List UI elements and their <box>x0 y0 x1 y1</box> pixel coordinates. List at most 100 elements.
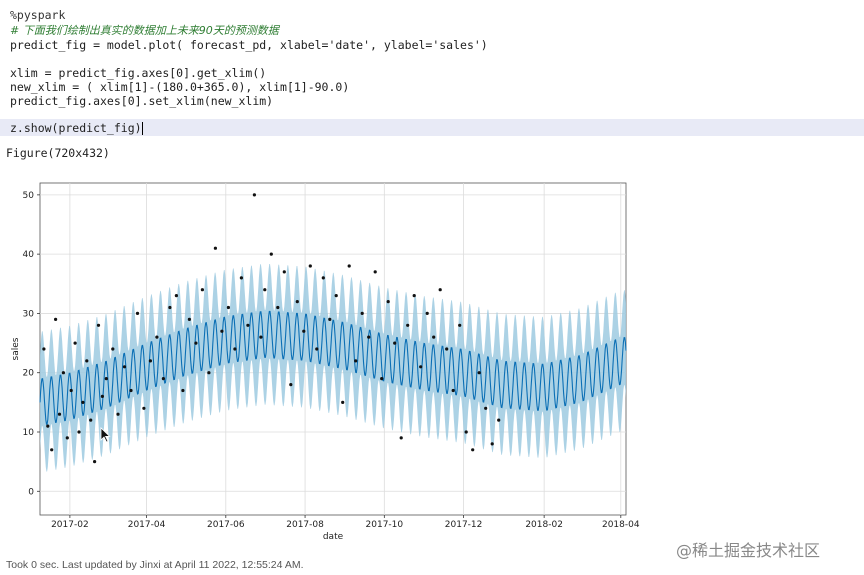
observed-point <box>263 288 267 292</box>
observed-point <box>213 246 217 250</box>
y-axis-ticks: 0 10 20 30 40 50 <box>23 191 40 497</box>
observed-point <box>181 388 185 393</box>
observed-point <box>246 323 250 327</box>
observed-point <box>65 436 69 440</box>
observed-point <box>308 264 312 268</box>
x-axis-ticks: 2017-02 2017-04 2017-06 2017-08 2017-10 2017-… <box>51 515 640 530</box>
observed-point <box>161 377 165 381</box>
observed-point <box>282 270 286 274</box>
observed-point <box>321 276 325 280</box>
observed-point <box>464 430 468 434</box>
x-tick-label: 2018-02 <box>525 520 563 530</box>
observed-point <box>477 371 481 375</box>
observed-point <box>380 377 384 381</box>
x-tick-label: 2018-04 <box>602 520 640 530</box>
x-axis-label: date <box>323 532 344 542</box>
observed-point <box>432 335 436 339</box>
code-line-set-xlim[interactable]: predict_fig.axes[0].set_xlim(new_xlim) <box>10 94 274 108</box>
observed-point <box>360 311 364 315</box>
observed-point <box>148 359 152 363</box>
observed-point <box>135 311 140 315</box>
observed-point <box>445 347 449 351</box>
code-line-plot[interactable]: predict_fig = model.plot( forecast_pd, x… <box>10 38 488 52</box>
observed-point <box>73 341 77 345</box>
code-line-get-xlim[interactable]: xlim = predict_fig.axes[0].get_xlim() <box>10 66 267 80</box>
text-caret <box>141 122 143 135</box>
x-tick-label: 2017-06 <box>207 520 245 530</box>
observed-point <box>412 294 416 298</box>
observed-point <box>155 335 159 339</box>
observed-point <box>42 347 46 351</box>
observed-point <box>252 193 256 197</box>
code-line-comment[interactable]: # 下面我们绘制出真实的数据加上未来90天的预测数据 <box>10 24 279 37</box>
uncertainty-band <box>40 264 626 472</box>
code-line-show[interactable]: z.show(predict_fig) <box>10 121 143 136</box>
observed-point <box>116 412 120 416</box>
observed-point <box>406 323 410 327</box>
observed-point <box>142 406 146 410</box>
observed-point <box>69 388 73 393</box>
x-tick-label: 2017-02 <box>51 520 89 530</box>
observed-point <box>200 288 204 292</box>
observed-point <box>122 365 127 369</box>
forecast-line <box>39 310 627 425</box>
observed-point <box>239 276 243 280</box>
observed-point <box>276 305 280 310</box>
observed-point <box>269 252 273 256</box>
observed-point <box>77 430 81 434</box>
observed-point <box>50 448 54 452</box>
x-tick-label: 2017-10 <box>366 520 404 530</box>
observed-point <box>484 406 488 410</box>
observed-point <box>194 341 198 345</box>
code-cell[interactable]: %pyspark # 下面我们绘制出真实的数据加上未来90天的预测数据 pred… <box>0 0 864 140</box>
observed-point <box>425 311 429 315</box>
observed-point <box>347 264 351 268</box>
x-tick-label: 2017-12 <box>445 520 483 530</box>
observed-point <box>81 400 85 404</box>
observed-point <box>393 341 397 345</box>
observed-point <box>226 305 230 310</box>
observed-point <box>100 394 104 398</box>
observed-point <box>490 442 494 446</box>
observed-point <box>220 329 224 333</box>
y-tick-label: 0 <box>28 487 34 497</box>
x-tick-label: 2017-04 <box>128 520 166 530</box>
observed-point <box>54 317 58 321</box>
observed-point <box>104 377 108 381</box>
y-tick-label: 10 <box>23 428 35 438</box>
code-line-show-text: z.show(predict_fig) <box>10 121 142 135</box>
observed-point <box>471 448 475 452</box>
y-tick-label: 40 <box>23 250 35 260</box>
mouse-cursor <box>100 427 111 443</box>
status-bar-text: Took 0 sec. Last updated by Jinxi at Apr… <box>6 559 304 571</box>
observed-point <box>334 294 338 298</box>
observed-points <box>42 193 501 464</box>
observed-point <box>174 294 178 298</box>
observed-point <box>373 270 377 274</box>
y-tick-label: 50 <box>23 191 35 201</box>
figure-repr-output: Figure(720x432) <box>6 146 110 160</box>
observed-point <box>111 347 115 351</box>
observed-point <box>451 388 455 393</box>
observed-point <box>341 400 345 404</box>
observed-point <box>93 460 97 464</box>
observed-point <box>289 383 293 387</box>
observed-point <box>168 305 172 310</box>
observed-point <box>61 371 65 375</box>
code-line-new-xlim[interactable]: new_xlim = ( xlim[1]-(180.0+365.0), xlim… <box>10 80 350 94</box>
observed-point <box>315 347 319 351</box>
observed-point <box>96 323 101 327</box>
code-line-interpreter[interactable]: %pyspark <box>10 8 66 22</box>
observed-point <box>187 317 191 321</box>
observed-point <box>367 335 371 339</box>
observed-point <box>46 424 50 428</box>
observed-point <box>57 412 62 416</box>
observed-point <box>386 300 390 304</box>
observed-point <box>354 359 358 363</box>
watermark: @稀土掘金技术社区 <box>676 541 821 560</box>
y-axis-label: sales <box>11 337 21 360</box>
observed-point <box>328 317 332 321</box>
observed-point <box>207 371 211 375</box>
observed-point <box>497 418 501 422</box>
